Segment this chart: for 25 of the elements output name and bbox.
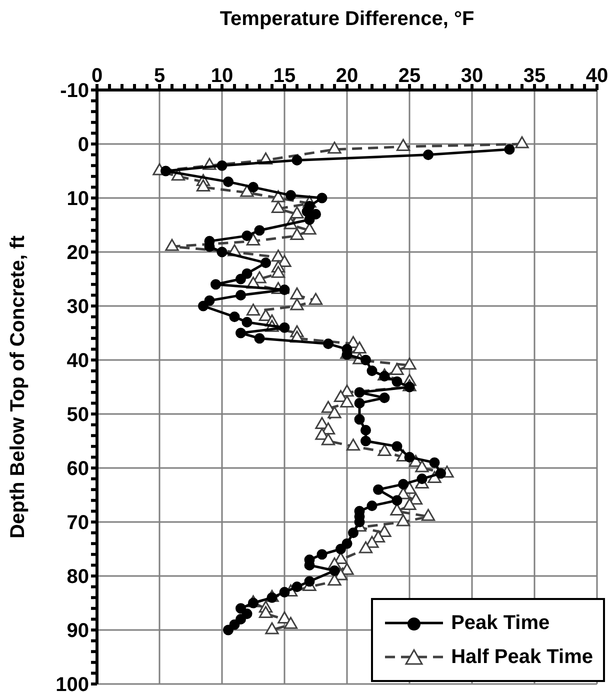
y-tick-label: 20 xyxy=(66,242,89,264)
y-tick-label: -10 xyxy=(60,80,89,102)
legend-label: Peak Time xyxy=(451,611,550,636)
y-tick-label: 40 xyxy=(66,350,89,372)
x-tick-label: 40 xyxy=(586,65,608,87)
y-tick-label: 100 xyxy=(56,674,89,692)
x-tick-label: 5 xyxy=(154,65,166,87)
y-tick-label: 10 xyxy=(66,188,89,210)
y-tick-label: 90 xyxy=(66,620,89,642)
x-tick-label: 35 xyxy=(523,65,546,87)
y-tick-label: 60 xyxy=(66,458,89,480)
x-tick-label: 25 xyxy=(398,65,421,87)
y-tick-label: 80 xyxy=(66,566,89,588)
x-tick-label: 30 xyxy=(460,65,484,87)
y-tick-label: 70 xyxy=(66,512,89,534)
x-tick-label: 10 xyxy=(210,65,234,87)
legend-label: Half Peak Time xyxy=(451,645,593,670)
x-tick-label: 0 xyxy=(91,65,103,87)
y-axis-title: Depth Below Top of Concrete, ft xyxy=(7,235,30,538)
x-tick-label: 20 xyxy=(336,65,358,87)
x-tick-label: 15 xyxy=(273,65,296,87)
x-axis-title: Temperature Difference, °F xyxy=(218,7,476,32)
y-tick-label: 0 xyxy=(78,134,89,156)
y-tick-label: 30 xyxy=(66,296,89,318)
y-tick-label: 50 xyxy=(66,404,89,426)
